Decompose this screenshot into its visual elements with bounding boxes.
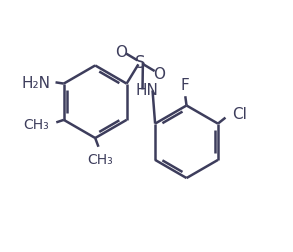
Text: O: O — [116, 44, 128, 59]
Text: CH₃: CH₃ — [23, 118, 49, 132]
Text: Cl: Cl — [232, 106, 247, 121]
Text: S: S — [135, 54, 146, 72]
Text: CH₃: CH₃ — [87, 152, 113, 166]
Text: O: O — [153, 67, 165, 82]
Text: H₂N: H₂N — [21, 76, 50, 90]
Text: HN: HN — [136, 83, 159, 98]
Text: F: F — [181, 77, 190, 92]
